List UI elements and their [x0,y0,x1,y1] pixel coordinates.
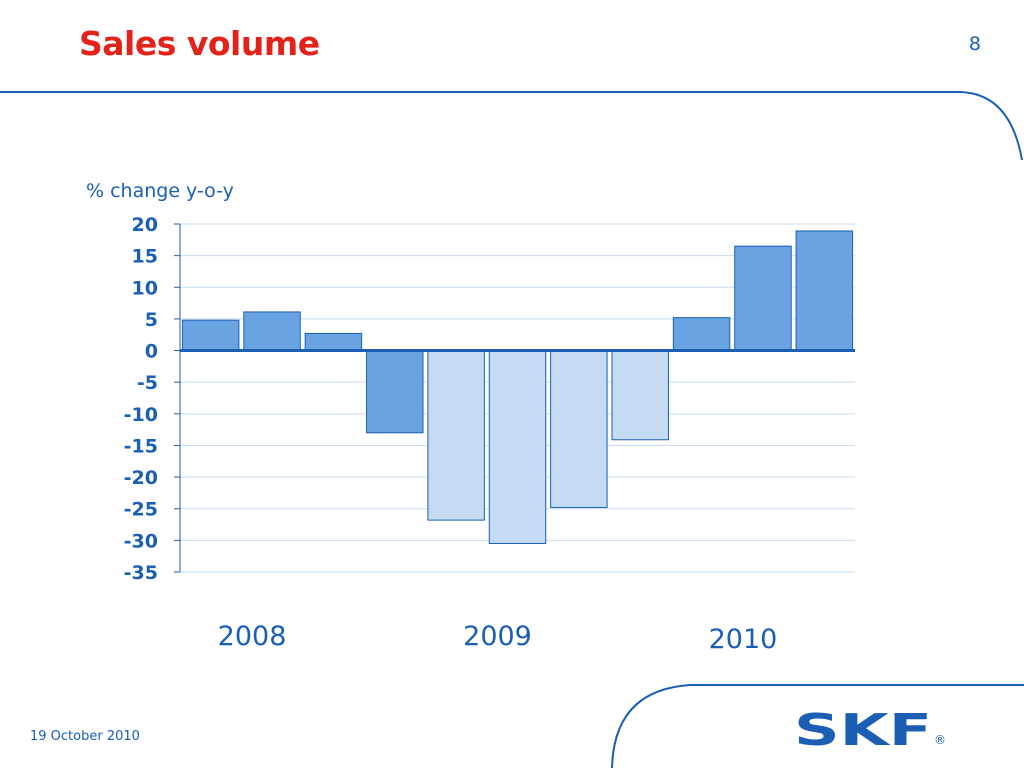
y-axis-label: % change y-o-y [86,180,234,202]
y-tick-label: -35 [124,562,158,584]
year-labels: 2008 2009 2010 [218,621,778,655]
bar [243,311,301,352]
y-tick-label: 20 [132,214,158,236]
y-tick-label: 5 [145,309,158,331]
bar [366,350,424,434]
y-tick-labels: 20 15 10 5 0 -5 -10 -15 -20 -25 -30 -35 [124,214,158,584]
bar [611,350,669,441]
bar [488,350,547,545]
y-tick-label: -15 [124,435,158,457]
bar [181,319,240,352]
axes [174,223,855,573]
bar [550,350,608,508]
y-tick-label: -25 [124,499,158,521]
y-tick-label: -5 [137,372,158,394]
y-tick-label: -30 [124,530,158,552]
slide-title: Sales volume [79,24,320,63]
footer-date: 19 October 2010 [30,729,140,744]
year-label: 2008 [218,621,287,652]
year-label: 2009 [463,621,532,652]
bars [181,230,854,545]
bar [427,350,485,521]
y-tick-label: 10 [132,277,158,299]
registered-mark: ® [934,733,946,747]
skf-logo: SKF ® [794,708,946,752]
footer-curve-line [611,684,1024,768]
bar [734,245,792,352]
y-tick-label: 15 [132,246,158,268]
y-tick-label: -10 [124,404,158,426]
bar [795,230,854,352]
logo-wordmark: SKF [794,708,932,752]
y-tick-label: 0 [145,341,158,363]
y-tick-label: -20 [124,467,158,489]
page-number: 8 [968,33,981,55]
header-divider-line [0,91,1023,161]
year-label: 2010 [709,624,778,655]
bar [672,317,731,352]
bar [304,332,363,352]
